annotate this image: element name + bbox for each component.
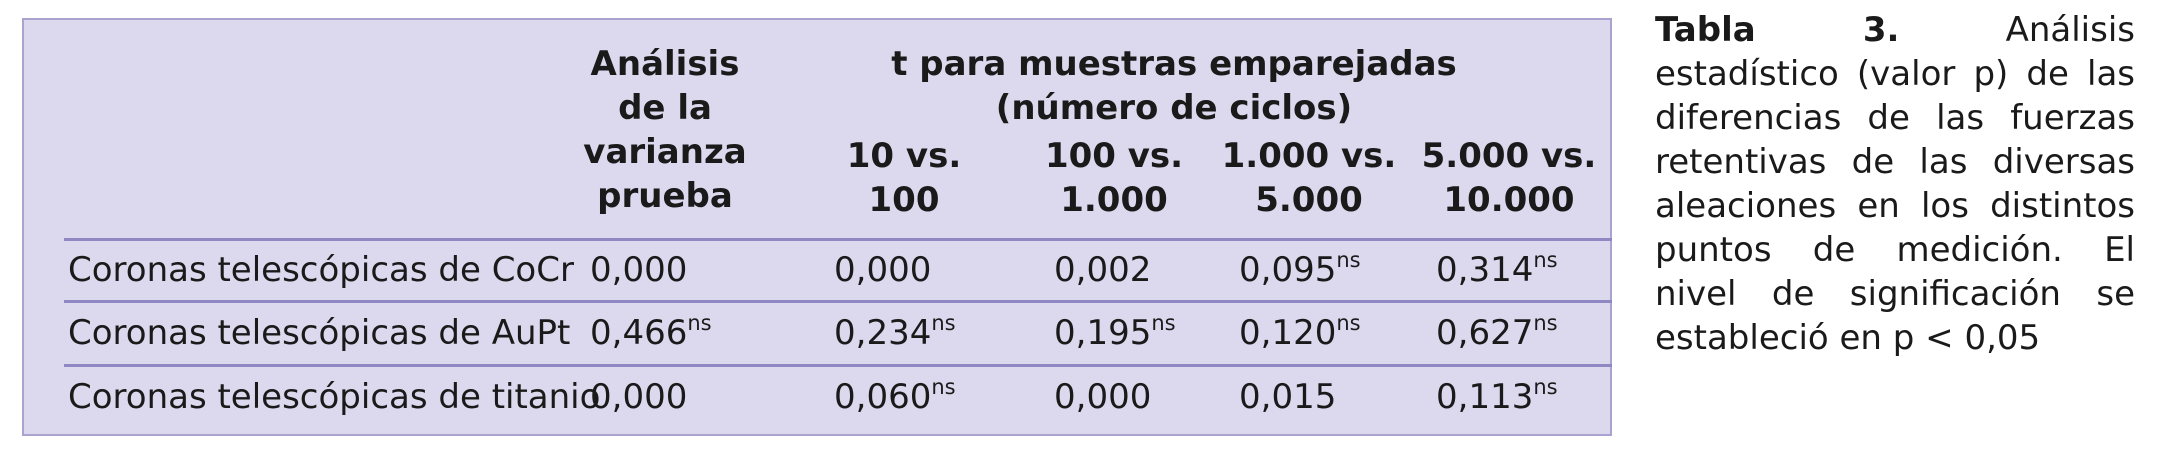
table-cell: 0,000 xyxy=(590,377,688,417)
table-cell: 0,120ns xyxy=(1239,311,1361,354)
table-cell: 0,095ns xyxy=(1239,248,1361,291)
table-cell: 0,000 xyxy=(590,250,688,290)
header-10-vs-100: 10 vs. 100 xyxy=(846,136,962,220)
table-cell: 0,000 xyxy=(834,250,932,290)
table-cell: 0,627ns xyxy=(1436,311,1558,354)
header-anova: Análisis de la varianza prueba xyxy=(583,44,747,216)
header-paired-t: t para muestras emparejadas (número de c… xyxy=(891,44,1457,128)
table-caption: Tabla 3. Análisis estadístico (valor p) … xyxy=(1655,8,2135,360)
header-100-vs-1000: 100 vs. 1.000 xyxy=(1044,136,1184,220)
row-divider xyxy=(64,300,1612,303)
table-cell: 0,466ns xyxy=(590,311,712,354)
caption-text: Análisis estadístico (valor p) de las di… xyxy=(1655,10,2135,358)
header-5000-vs-10000: 5.000 vs. 10.000 xyxy=(1421,136,1597,220)
table-cell: 0,113ns xyxy=(1436,375,1558,418)
header-divider xyxy=(64,238,1612,241)
table-cell: 0,060ns xyxy=(834,375,956,418)
table-cell: 0,314ns xyxy=(1436,248,1558,291)
table-cell: 0,195ns xyxy=(1054,311,1176,354)
table-cell: 0,002 xyxy=(1054,250,1152,290)
table-cell: 0,234ns xyxy=(834,311,956,354)
row-label-titanio: Coronas telescópicas de titanio xyxy=(68,377,601,417)
row-divider xyxy=(64,364,1612,367)
results-table: Análisis de la varianza prueba t para mu… xyxy=(22,18,1612,436)
row-label-cocr: Coronas telescópicas de CoCr xyxy=(68,250,574,290)
row-label-aupt: Coronas telescópicas de AuPt xyxy=(68,313,571,353)
caption-label: Tabla 3. xyxy=(1655,10,1900,50)
header-1000-vs-5000: 1.000 vs. 5.000 xyxy=(1221,136,1397,220)
table-cell: 0,015 xyxy=(1239,377,1337,417)
table-cell: 0,000 xyxy=(1054,377,1152,417)
